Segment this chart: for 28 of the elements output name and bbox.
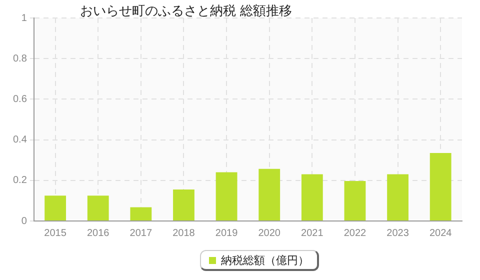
x-tick-label: 2017: [130, 228, 152, 239]
x-tick-label: 2023: [386, 228, 410, 239]
bar: [258, 168, 280, 220]
bar: [430, 152, 452, 220]
y-tick-label: 1: [21, 12, 28, 24]
bar: [173, 190, 194, 220]
x-tick-label: 2016: [86, 228, 110, 239]
bar: [87, 196, 109, 220]
chart-title: おいらせ町のふるさと納税 総額推移: [80, 3, 292, 20]
x-tick-label: 2018: [172, 228, 196, 239]
x-tick-label: 2022: [344, 228, 367, 239]
x-tick-label: 2021: [301, 228, 324, 239]
y-tick-label: 0.2: [12, 175, 28, 186]
y-tick-label: 0.4: [12, 134, 28, 146]
bar: [44, 196, 66, 220]
y-tick-label: 0: [21, 216, 28, 227]
x-tick-label: 2015: [44, 228, 67, 239]
y-tick-label: 0.8: [12, 53, 28, 64]
bar: [301, 174, 323, 220]
x-tick-label: 2019: [215, 228, 238, 239]
bar: [344, 181, 366, 220]
legend-label: 納税総額（億円）: [221, 252, 309, 268]
x-tick-label: 2024: [429, 228, 452, 239]
bar: [130, 207, 152, 220]
bar: [216, 172, 238, 220]
x-tick-label: 2020: [258, 228, 281, 239]
y-tick-label: 0.6: [12, 94, 28, 105]
bar: [387, 174, 408, 220]
